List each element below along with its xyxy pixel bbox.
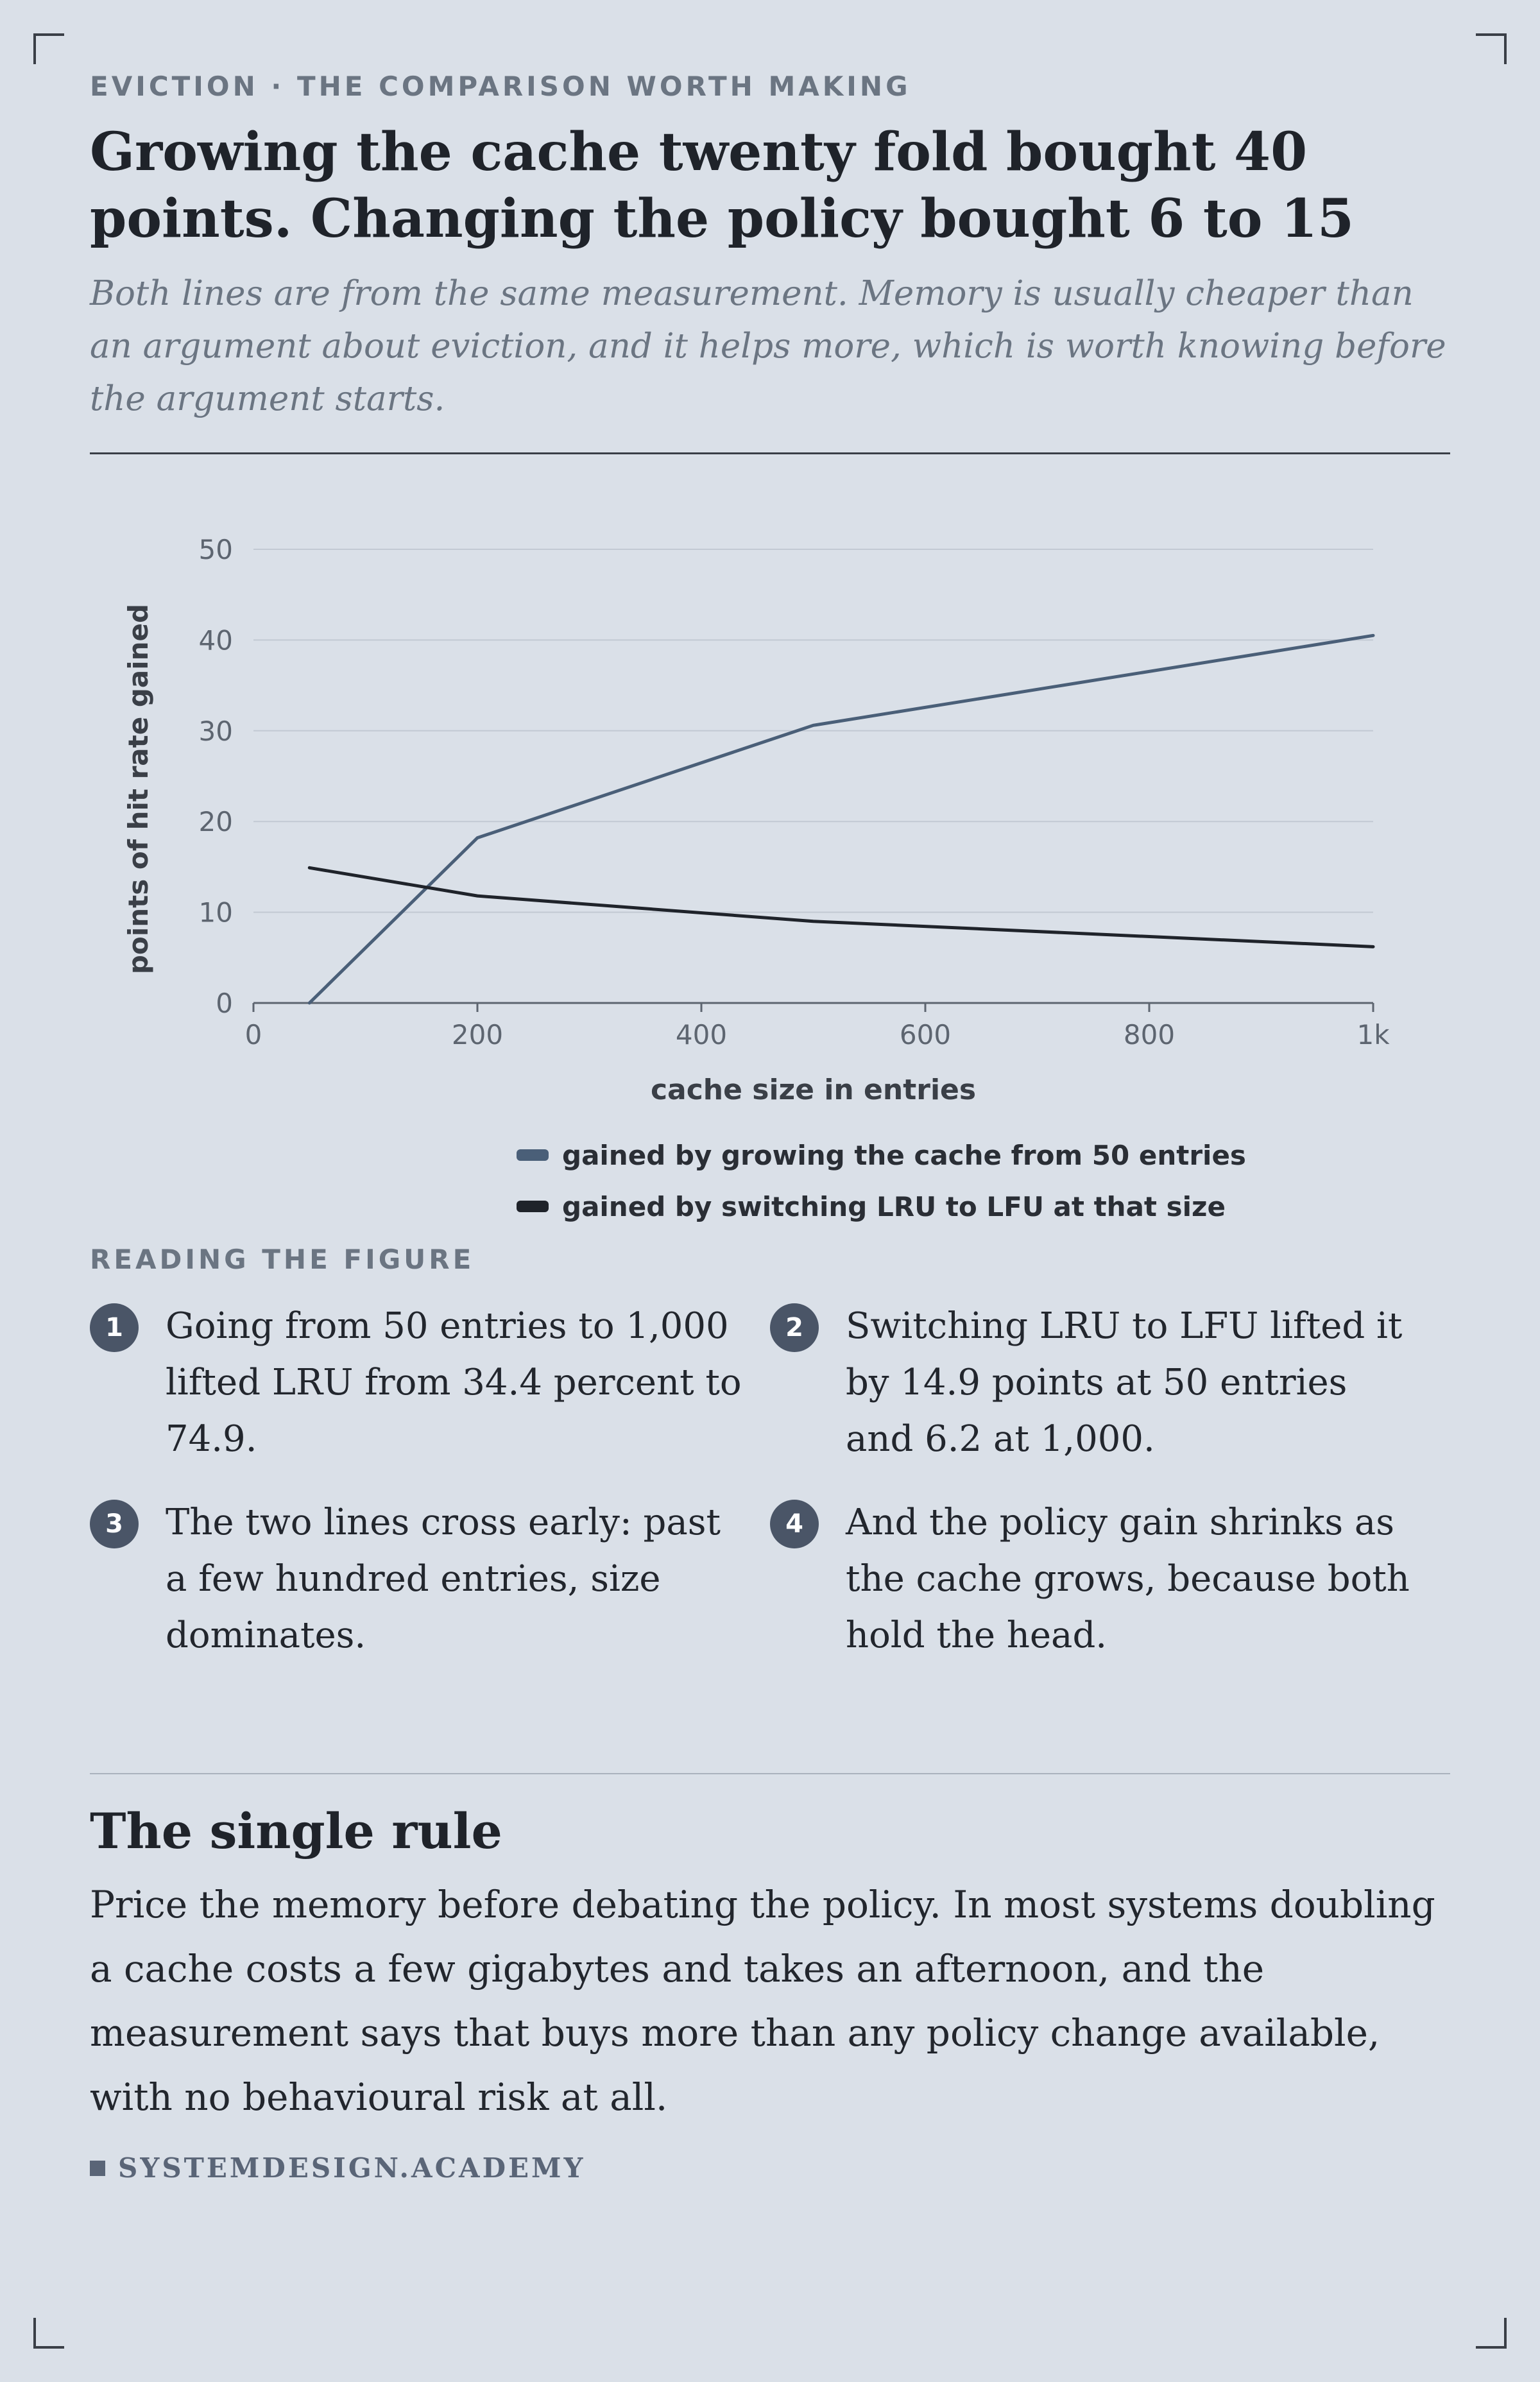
x-tick-label: 200 [452,1019,503,1050]
y-tick-label: 50 [199,534,233,565]
corner-mark-bottom-right [1476,2318,1507,2349]
line-chart: 0 10 20 30 40 50 0 200 400 600 800 1k cache size in… [123,534,1390,1222]
legend-label: gained by switching LRU to LFU at that s… [562,1191,1226,1222]
brand-name: SYSTEMDESIGN.ACADEMY [118,2152,586,2184]
rule-body: Price the memory before debating the pol… [90,1883,1435,2119]
note-number-badge: 1 [90,1303,139,1352]
x-tick-label: 400 [676,1019,727,1050]
chart: 0 10 20 30 40 50 0 200 400 600 800 1k cache size in… [90,454,1450,1244]
legend-swatch [517,1201,549,1212]
y-tick-label: 0 [216,988,233,1019]
corner-mark-bottom-left [33,2318,64,2349]
header-divider [90,452,1450,454]
series-line-1 [307,633,1375,1005]
legend-swatch [517,1149,549,1161]
brand-footer: SYSTEMDESIGN.ACADEMY [90,2152,1450,2184]
note-item: 2 Switching LRU to LFU lifted it by 14.9… [770,1298,1450,1468]
section-divider [90,1773,1450,1774]
series-lines [307,633,1375,1005]
legend: gained by growing the cache from 50 entr… [517,1140,1246,1222]
note-text: Going from 50 entries to 1,000 lifted LR… [166,1305,742,1460]
series-line-2 [307,866,1375,948]
reading-label: READING THE FIGURE [90,1244,475,1275]
reading-notes: 1 Going from 50 entries to 1,000 lifted … [90,1298,1450,1664]
x-tick-label: 600 [900,1019,951,1050]
corner-mark-top-left [33,33,64,64]
x-tick-label: 800 [1124,1019,1175,1050]
note-text: And the policy gain shrinks as the cache… [846,1502,1410,1656]
note-item: 4 And the policy gain shrinks as the cac… [770,1495,1450,1664]
note-number-badge: 2 [770,1303,819,1352]
legend-label: gained by growing the cache from 50 entr… [562,1140,1246,1171]
axes [252,1002,1373,1012]
page-title: Growing the cache twenty fold bought 40 … [90,121,1355,250]
x-tick-label: 1k [1356,1019,1390,1050]
note-item: 1 Going from 50 entries to 1,000 lifted … [90,1298,770,1468]
note-number-badge: 3 [90,1500,139,1548]
brand-square-icon [90,2160,105,2176]
y-tick-label: 40 [199,624,233,656]
y-axis-title: points of hit rate gained [123,604,154,974]
y-tick-label: 20 [199,806,233,837]
note-item: 3 The two lines cross early: past a few … [90,1495,770,1664]
kicker: EVICTION · THE COMPARISON WORTH MAKING [90,71,911,102]
page-subtitle: Both lines are from the same measurement… [90,274,1446,418]
note-number-badge: 4 [770,1500,819,1548]
note-text: The two lines cross early: past a few hu… [166,1502,721,1656]
page-content: EVICTION · THE COMPARISON WORTH MAKING G… [90,71,1450,2184]
x-axis-title: cache size in entries [651,1074,976,1106]
y-tick-label: 10 [199,897,233,929]
x-tick-label: 0 [245,1019,262,1050]
rule-heading: The single rule [90,1803,502,1860]
note-text: Switching LRU to LFU lifted it by 14.9 p… [846,1305,1403,1460]
grid-lines [253,549,1373,913]
corner-mark-top-right [1476,33,1507,64]
y-tick-label: 30 [199,715,233,747]
tick-labels: 0 10 20 30 40 50 0 200 400 600 800 1k [199,534,1390,1050]
